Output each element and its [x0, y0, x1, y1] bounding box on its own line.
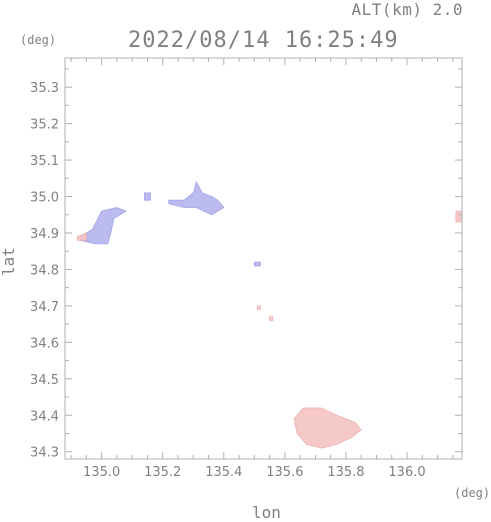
plot-frame [64, 57, 463, 460]
echo-region-negative [253, 261, 261, 267]
tick-label: 135.8 [327, 465, 364, 480]
echo-region-positive [455, 210, 463, 223]
tick-label: 35.0 [30, 191, 59, 206]
tick-label: 34.3 [30, 446, 59, 461]
tick-label: 35.2 [30, 118, 59, 133]
echo-region-positive [293, 407, 362, 449]
tick-label: 35.1 [30, 154, 59, 169]
tick-label: 135.2 [144, 465, 181, 480]
y-axis-unit: (deg) [20, 33, 57, 47]
timestamp-title: 2022/08/14 16:25:49 [128, 28, 399, 53]
echo-layer [76, 180, 463, 449]
tick-label: 34.4 [30, 409, 59, 424]
echo-region-positive [256, 305, 261, 310]
echo-region-negative [79, 207, 128, 245]
tick-label: 34.8 [30, 263, 59, 278]
altitude-label: ALT(km) 2.0 [351, 0, 463, 19]
tick-label: 135.4 [205, 465, 242, 480]
tick-label: 34.6 [30, 336, 59, 351]
echo-region-positive [269, 316, 274, 321]
tick-layer: 135.0 135.2 135.4 135.6 135.8 136.0 34.3 34.4 34… [30, 58, 462, 480]
tick-label: 34.9 [30, 227, 59, 242]
x-axis-title: lon [252, 503, 281, 522]
x-axis-unit: (deg) [454, 486, 491, 500]
echo-region-negative [143, 192, 151, 201]
tick-label: 135.0 [83, 465, 120, 480]
tick-label: 35.3 [30, 81, 59, 96]
tick-label: 34.5 [30, 373, 59, 388]
tick-label: 136.0 [388, 465, 425, 480]
tick-label: 135.6 [266, 465, 303, 480]
echo-region-positive [76, 232, 87, 241]
echo-region-negative [168, 180, 225, 216]
tick-label: 34.7 [30, 300, 59, 315]
